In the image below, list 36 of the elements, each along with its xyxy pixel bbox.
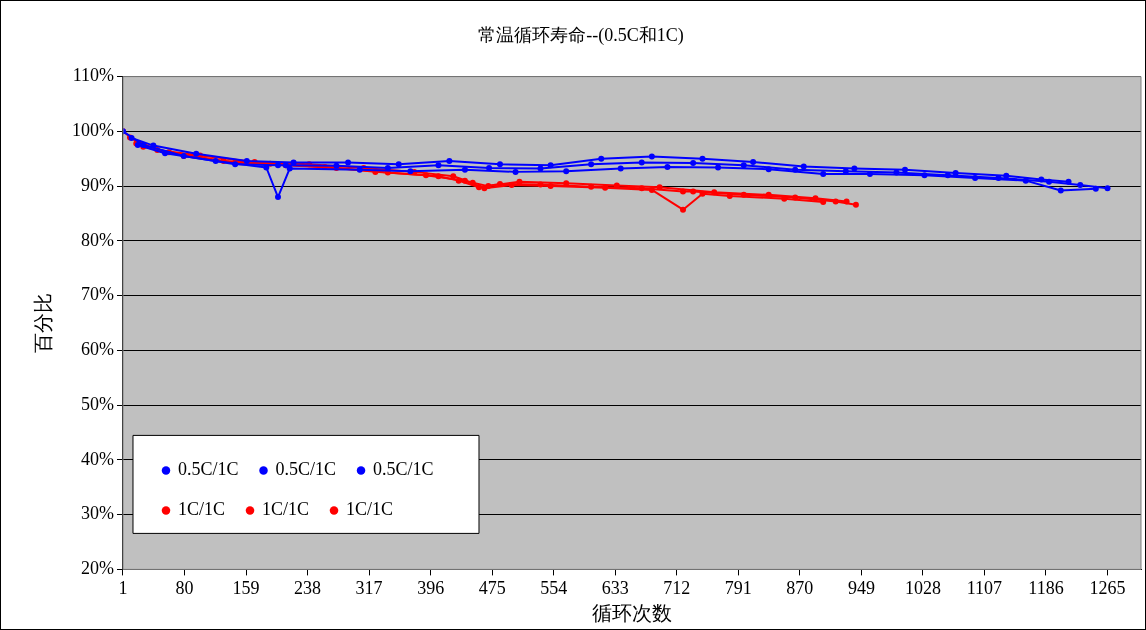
y-tick-label: 60% [80, 339, 114, 360]
x-tick-label: 396 [417, 577, 445, 598]
y-tick-label: 30% [80, 503, 114, 524]
y-tick-label: 40% [80, 448, 114, 469]
x-tick-label: 159 [232, 577, 260, 598]
y-tick-label: 110% [72, 65, 114, 86]
chart-title: 常温循环寿命--(0.5C和1C) [478, 24, 684, 46]
x-tick-label: 1028 [904, 577, 941, 598]
x-tick-label: 791 [724, 577, 752, 598]
legend-label: 1C/1C [177, 499, 226, 520]
y-axis-title: 百分比 [32, 293, 55, 353]
x-tick-label: 1107 [966, 577, 1003, 598]
x-tick-label: 949 [847, 577, 875, 598]
x-tick-label: 1265 [1089, 577, 1126, 598]
x-tick-label: 80 [175, 577, 194, 598]
y-tick-label: 20% [80, 558, 114, 579]
legend-label: 0.5C/1C [177, 459, 239, 480]
legend-label: 1C/1C [346, 499, 394, 520]
legend-label: 1C/1C [262, 499, 310, 520]
y-tick-label: 100% [71, 120, 114, 141]
y-tick-label: 80% [80, 229, 114, 250]
x-tick-label: 475 [478, 577, 506, 598]
y-tick-label: 90% [80, 174, 114, 195]
legend-label: 0.5C/1C [373, 459, 434, 480]
x-tick-label: 238 [294, 577, 322, 598]
x-tick-label: 1 [118, 577, 128, 598]
x-tick-label: 633 [601, 577, 629, 598]
legend-label: 0.5C/1C [275, 459, 337, 480]
x-tick-label: 317 [355, 577, 383, 598]
x-axis-title: 循环次数 [592, 602, 672, 625]
x-tick-label: 1186 [1028, 577, 1064, 598]
x-tick-label: 870 [786, 577, 814, 598]
y-tick-label: 70% [80, 284, 114, 305]
x-tick-label: 554 [540, 577, 568, 598]
y-tick-label: 50% [80, 393, 114, 414]
x-tick-label: 712 [663, 577, 691, 598]
